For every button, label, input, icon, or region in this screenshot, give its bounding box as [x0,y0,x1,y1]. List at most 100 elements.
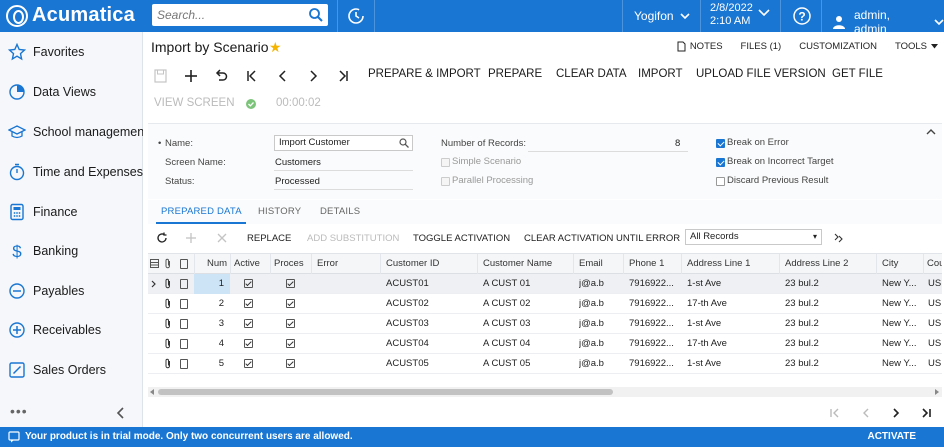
column-header-num[interactable]: Num [194,254,231,274]
chevron-down-icon[interactable] [758,8,770,18]
undo-icon[interactable] [213,68,229,84]
attachment-icon[interactable] [164,318,172,329]
tools-menu[interactable]: TOOLS [895,41,938,52]
toggle-activation-button[interactable]: TOGGLE ACTIVATION [413,233,511,244]
column-header-customer-name[interactable]: Customer Name [477,254,574,274]
lookup-search-icon[interactable] [399,138,409,148]
note-icon[interactable] [180,279,188,289]
business-date[interactable]: 2/8/2022 2:10 AM [710,2,753,28]
cell-city[interactable]: New Y... [882,278,917,289]
add-substitution-button[interactable]: ADD SUBSTITUTION [307,233,400,244]
chevron-up-icon[interactable] [926,128,936,136]
cell-address-line-2[interactable]: 23 bul.2 [785,298,819,309]
sidebar-item-time-and-expenses[interactable]: Time and Expenses [0,157,143,187]
search-input[interactable] [152,5,302,25]
cell-address-line-2[interactable]: 23 bul.2 [785,358,819,369]
note-icon[interactable] [180,319,188,329]
discard-previous-result-checkbox[interactable] [716,177,725,186]
cell-customer-name[interactable]: A CUST 01 [483,278,531,289]
column-header-phone[interactable]: Phone 1 [623,254,682,274]
note-icon[interactable] [180,299,188,309]
customization-link[interactable]: CUSTOMIZATION [799,41,877,52]
files-link[interactable]: FILES (1) [740,41,782,52]
cell-num[interactable]: 3 [218,318,224,329]
table-row[interactable]: 4 ACUST04 A CUST 04 j@a.b 7916922... 17-… [148,334,942,354]
sidebar-item-payables[interactable]: Payables [0,276,143,306]
sidebar-item-sales-orders[interactable]: Sales Orders [0,355,143,385]
name-field[interactable]: Import Customer [274,135,413,151]
cell-city[interactable]: New Y... [882,298,917,309]
cell-phone[interactable]: 7916922... [629,318,674,329]
table-row[interactable]: 1 ACUST01 A CUST 01 j@a.b 7916922... 1-s… [148,274,942,294]
search-icon[interactable] [308,7,324,23]
tab-prepared-data[interactable]: PREPARED DATA [161,206,242,217]
history-icon[interactable] [346,6,366,26]
add-row-icon[interactable] [185,232,197,244]
cell-email[interactable]: j@a.b [579,318,604,329]
cell-customer-name[interactable]: A CUST 05 [483,358,531,369]
cell-address-line-1[interactable]: 17-th Ave [687,338,727,349]
save-icon[interactable] [153,68,169,84]
cell-city[interactable]: New Y... [882,338,917,349]
table-row[interactable]: 3 ACUST03 A CUST 03 j@a.b 7916922... 1-s… [148,314,942,334]
cell-country[interactable]: US [928,278,942,289]
sidebar-item-receivables[interactable]: Receivables [0,315,143,345]
cell-phone[interactable]: 7916922... [629,298,674,309]
processed-checkbox[interactable] [286,279,295,288]
cell-customer-id[interactable]: ACUST05 [386,358,429,369]
screen-name-value[interactable]: Customers [275,157,321,168]
cell-phone[interactable]: 7916922... [629,338,674,349]
scroll-right-icon[interactable] [935,389,940,395]
table-row[interactable]: 2 ACUST02 A CUST 02 j@a.b 7916922... 17-… [148,294,942,314]
help-icon[interactable]: ? [792,6,812,26]
grid-settings-icon[interactable] [150,259,159,268]
cell-num[interactable]: 1 [194,274,230,294]
active-checkbox[interactable] [244,359,253,368]
tenant-selector[interactable]: Yogifon [634,9,690,23]
add-icon[interactable] [183,68,199,84]
cell-city[interactable]: New Y... [882,358,917,369]
clear-activation-button[interactable]: CLEAR ACTIVATION UNTIL ERROR [524,233,681,244]
processed-checkbox[interactable] [286,319,295,328]
column-header-processed[interactable]: Proces [270,254,312,274]
column-header-error[interactable]: Error [311,254,381,274]
cell-email[interactable]: j@a.b [579,338,604,349]
sidebar-item-school-management[interactable]: School management [0,117,148,147]
delete-row-icon[interactable] [216,232,228,244]
break-on-incorrect-target-checkbox[interactable] [716,158,725,167]
cell-phone[interactable]: 7916922... [629,358,674,369]
more-menu[interactable]: ••• [10,403,28,419]
cell-customer-name[interactable]: A CUST 02 [483,298,531,309]
attachment-icon[interactable] [164,358,172,369]
cell-num[interactable]: 5 [218,358,224,369]
refresh-icon[interactable] [156,232,168,244]
cell-email[interactable]: j@a.b [579,298,604,309]
column-header-country[interactable]: Cou [923,254,942,274]
collapse-sidebar-icon[interactable] [116,407,126,419]
sidebar-item-favorites[interactable]: Favorites [0,37,143,67]
cell-customer-id[interactable]: ACUST02 [386,298,429,309]
cell-customer-name[interactable]: A CUST 04 [483,338,531,349]
first-record-icon[interactable] [244,68,260,84]
active-checkbox[interactable] [244,279,253,288]
column-header-address-line-2[interactable]: Address Line 2 [779,254,877,274]
last-page-icon[interactable] [920,407,932,419]
cell-address-line-1[interactable]: 1-st Ave [687,318,722,329]
sidebar-item-banking[interactable]: $ Banking [0,236,143,266]
tab-history[interactable]: HISTORY [258,206,302,217]
cell-country[interactable]: US [928,358,942,369]
cell-email[interactable]: j@a.b [579,278,604,289]
import-button[interactable]: IMPORT [638,68,683,80]
brand-logo[interactable]: Acumatica [6,4,135,27]
get-file-button[interactable]: GET FILE [832,68,883,80]
replace-button[interactable]: REPLACE [247,233,292,244]
note-icon[interactable] [180,339,188,349]
view-screen-button[interactable]: VIEW SCREEN [154,97,235,109]
first-page-icon[interactable] [829,407,841,419]
clear-data-button[interactable]: CLEAR DATA [556,68,627,80]
cell-address-line-2[interactable]: 23 bul.2 [785,318,819,329]
cell-country[interactable]: US [928,298,942,309]
cell-address-line-2[interactable]: 23 bul.2 [785,338,819,349]
sidebar-item-finance[interactable]: Finance [0,197,143,227]
cell-city[interactable]: New Y... [882,318,917,329]
